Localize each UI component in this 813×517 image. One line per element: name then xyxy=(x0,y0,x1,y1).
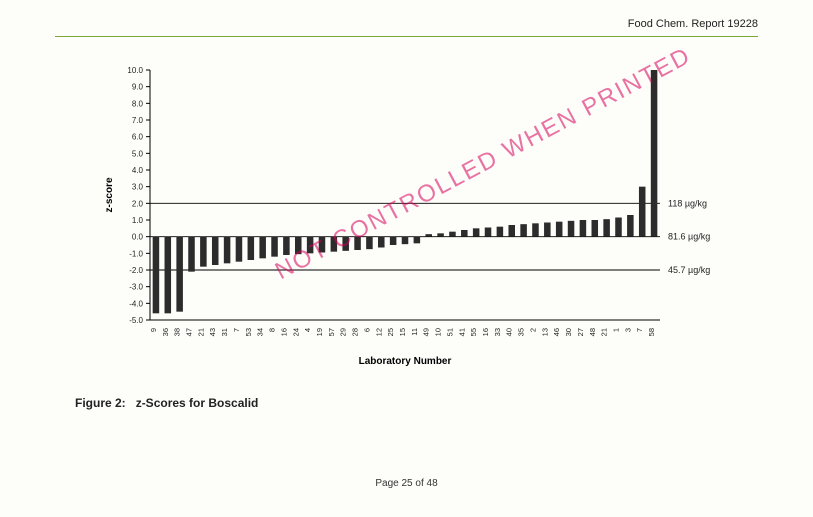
svg-text:118 µg/kg: 118 µg/kg xyxy=(668,198,707,208)
svg-text:21: 21 xyxy=(600,328,609,336)
svg-text:2: 2 xyxy=(528,328,537,332)
svg-text:33: 33 xyxy=(493,328,502,336)
figure-caption: Figure 2: z-Scores for Boscalid xyxy=(75,396,258,410)
caption-title: z-Scores for Boscalid xyxy=(136,396,259,410)
svg-text:4.0: 4.0 xyxy=(132,166,144,175)
svg-text:49: 49 xyxy=(422,328,431,336)
svg-text:8: 8 xyxy=(268,328,277,332)
header-divider xyxy=(55,36,758,37)
svg-text:51: 51 xyxy=(445,328,454,336)
svg-text:z-score: z-score xyxy=(104,177,115,212)
svg-text:16: 16 xyxy=(481,328,490,336)
svg-text:11: 11 xyxy=(410,328,419,336)
svg-text:8.0: 8.0 xyxy=(132,99,144,108)
svg-text:7.0: 7.0 xyxy=(132,116,144,125)
svg-text:1: 1 xyxy=(611,328,620,332)
page-number: Page 25 of 48 xyxy=(0,478,813,489)
svg-text:10.0: 10.0 xyxy=(127,66,143,75)
svg-text:6: 6 xyxy=(362,328,371,332)
svg-text:16: 16 xyxy=(279,328,288,336)
svg-text:46: 46 xyxy=(552,328,561,336)
svg-text:47: 47 xyxy=(185,328,194,336)
svg-text:-1.0: -1.0 xyxy=(129,249,143,258)
svg-text:24: 24 xyxy=(291,328,300,336)
svg-text:13: 13 xyxy=(540,328,549,336)
svg-text:-2.0: -2.0 xyxy=(129,266,143,275)
svg-text:6.0: 6.0 xyxy=(132,133,144,142)
chart-svg: -5.0 -4.0 -3.0 -2.0 -1.0 0.0 1.0 2.0 3.0 4.0 5.0 6.… xyxy=(100,60,740,370)
svg-text:-4.0: -4.0 xyxy=(129,299,143,308)
svg-text:58: 58 xyxy=(647,328,656,336)
svg-text:7: 7 xyxy=(635,328,644,332)
svg-text:40: 40 xyxy=(505,328,514,336)
svg-text:43: 43 xyxy=(208,328,217,336)
svg-text:55: 55 xyxy=(469,328,478,336)
svg-text:28: 28 xyxy=(351,328,360,336)
svg-text:15: 15 xyxy=(398,328,407,336)
svg-text:9: 9 xyxy=(149,328,158,332)
svg-text:12: 12 xyxy=(374,328,383,336)
svg-text:5.0: 5.0 xyxy=(132,149,144,158)
svg-text:-3.0: -3.0 xyxy=(129,283,143,292)
svg-text:Laboratory Number: Laboratory Number xyxy=(359,356,452,367)
svg-text:-5.0: -5.0 xyxy=(129,316,143,325)
svg-text:2.0: 2.0 xyxy=(132,199,144,208)
svg-text:25: 25 xyxy=(386,328,395,336)
svg-text:19: 19 xyxy=(315,328,324,336)
svg-text:35: 35 xyxy=(517,328,526,336)
svg-text:4: 4 xyxy=(303,328,312,332)
svg-text:57: 57 xyxy=(327,328,336,336)
svg-text:34: 34 xyxy=(256,328,265,336)
svg-text:7: 7 xyxy=(232,328,241,332)
svg-text:3: 3 xyxy=(623,328,632,332)
svg-text:10: 10 xyxy=(434,328,443,336)
svg-text:27: 27 xyxy=(576,328,585,336)
svg-text:81.6 µg/kg: 81.6 µg/kg xyxy=(668,232,710,242)
svg-text:48: 48 xyxy=(588,328,597,336)
svg-text:29: 29 xyxy=(339,328,348,336)
svg-text:53: 53 xyxy=(244,328,253,336)
svg-text:21: 21 xyxy=(196,328,205,336)
svg-text:9.0: 9.0 xyxy=(132,83,144,92)
svg-text:0.0: 0.0 xyxy=(132,233,144,242)
svg-text:38: 38 xyxy=(173,328,182,336)
report-header: Food Chem. Report 19228 xyxy=(628,18,758,30)
svg-text:36: 36 xyxy=(161,328,170,336)
svg-text:45.7 µg/kg: 45.7 µg/kg xyxy=(668,265,710,275)
svg-text:41: 41 xyxy=(457,328,466,336)
svg-text:31: 31 xyxy=(220,328,229,336)
zscore-chart: -5.0 -4.0 -3.0 -2.0 -1.0 0.0 1.0 2.0 3.0 4.0 5.0 6.… xyxy=(100,60,740,370)
svg-text:3.0: 3.0 xyxy=(132,183,144,192)
svg-text:30: 30 xyxy=(564,328,573,336)
caption-prefix: Figure 2: xyxy=(75,396,126,410)
svg-text:1.0: 1.0 xyxy=(132,216,144,225)
